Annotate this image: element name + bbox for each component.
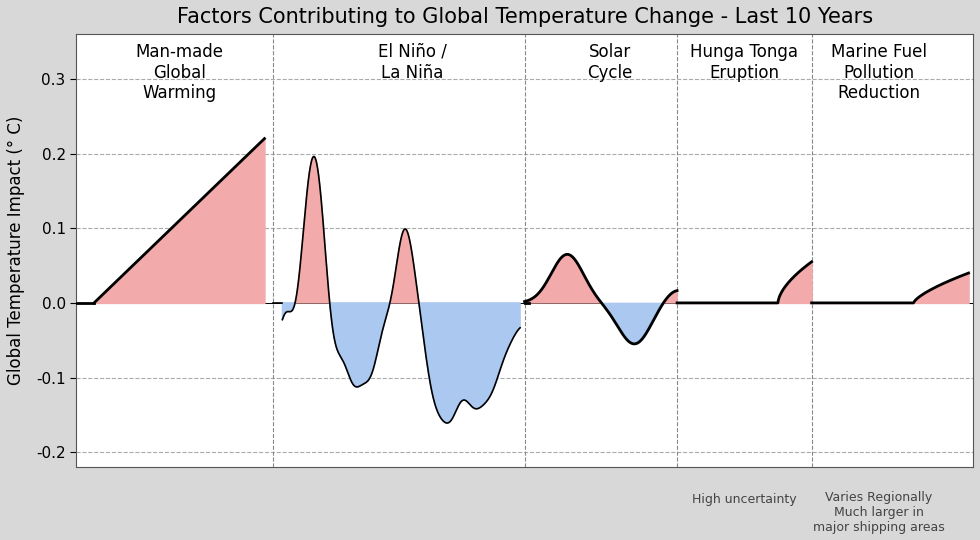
Text: Man-made
Global
Warming: Man-made Global Warming [135,43,223,102]
Text: High uncertainty: High uncertainty [692,493,797,506]
Text: Hunga Tonga
Eruption: Hunga Tonga Eruption [690,43,799,82]
Title: Factors Contributing to Global Temperature Change - Last 10 Years: Factors Contributing to Global Temperatu… [176,7,872,27]
Text: Marine Fuel
Pollution
Reduction: Marine Fuel Pollution Reduction [831,43,927,102]
Text: El Niño /
La Niña: El Niño / La Niña [378,43,447,82]
Text: Solar
Cycle: Solar Cycle [587,43,632,82]
Text: Varies Regionally
Much larger in
major shipping areas: Varies Regionally Much larger in major s… [813,491,945,534]
Y-axis label: Global Temperature Impact (° C): Global Temperature Impact (° C) [7,116,24,386]
